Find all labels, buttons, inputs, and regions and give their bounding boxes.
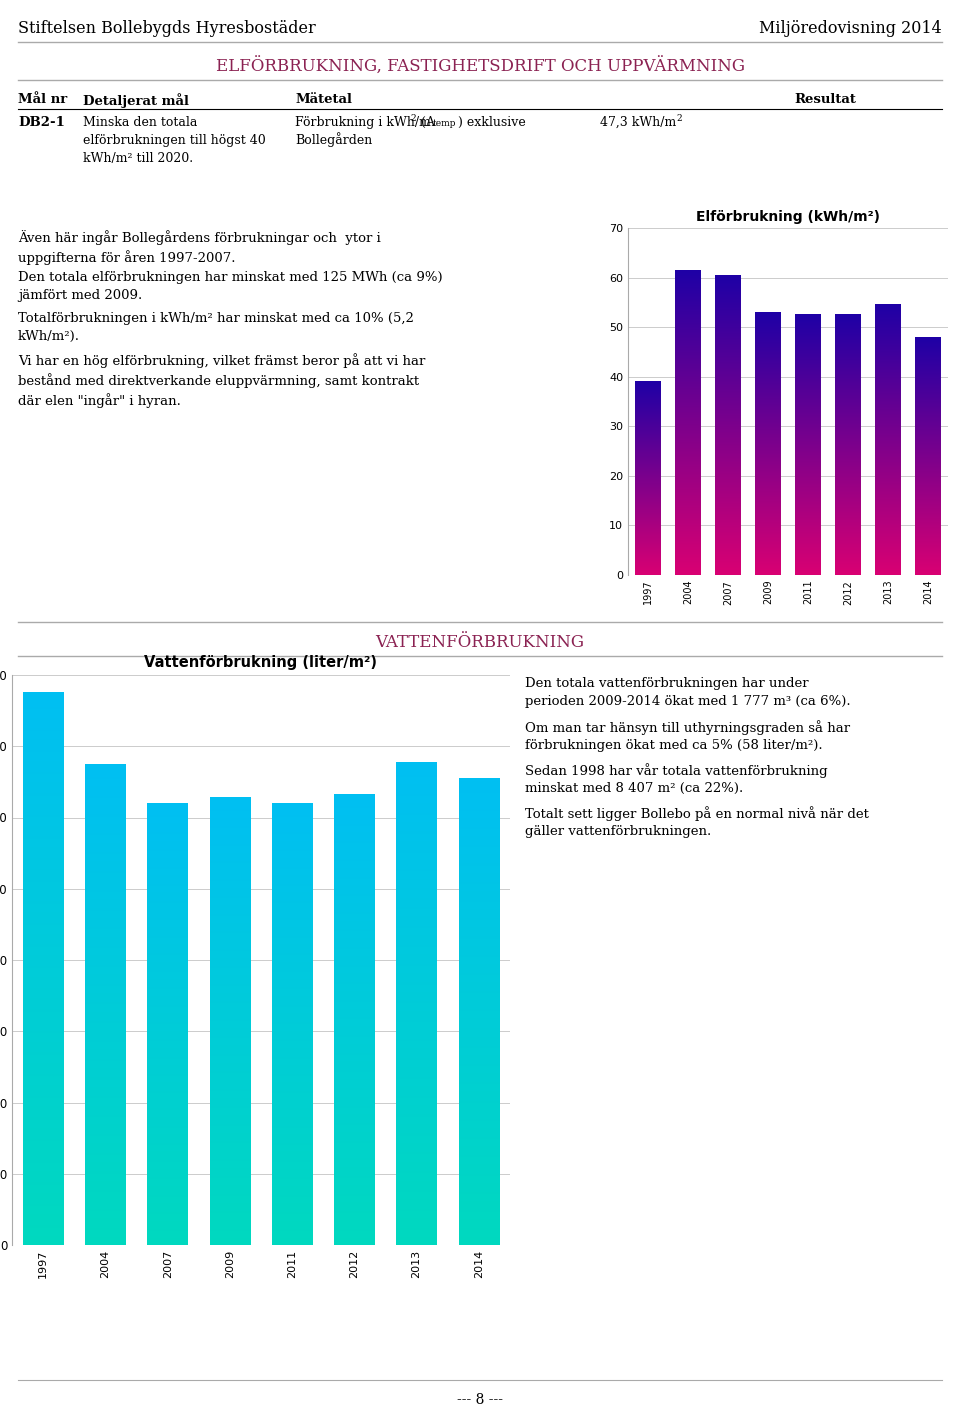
Text: Totalt sett ligger Bollebo på en normal nivå när det
gäller vattenförbrukningen.: Totalt sett ligger Bollebo på en normal … [525,806,869,839]
Text: Minska den totala
elförbrukningen till högst 40
kWh/m² till 2020.: Minska den totala elförbrukningen till h… [83,116,266,166]
Text: Detaljerat mål: Detaljerat mål [83,93,189,108]
Text: --- 8 ---: --- 8 --- [457,1393,503,1407]
Text: 47,3 kWh/m: 47,3 kWh/m [600,116,676,128]
Title: Elförbrukning (kWh/m²): Elförbrukning (kWh/m²) [696,210,880,224]
Text: Bollegården: Bollegården [295,133,372,147]
Text: DB2-1: DB2-1 [18,116,65,128]
Text: temp: temp [433,118,457,128]
Text: Sedan 1998 har vår totala vattenförbrukning
minskat med 8 407 m² (ca 22%).: Sedan 1998 har vår totala vattenförbrukn… [525,763,828,795]
Text: (A: (A [417,116,435,128]
Text: VATTENFÖRBRUKNING: VATTENFÖRBRUKNING [375,634,585,651]
Text: Även här ingår Bollegårdens förbrukningar och  ytor i
uppgifterna för åren 1997-: Även här ingår Bollegårdens förbrukninga… [18,230,381,265]
Text: Om man tar hänsyn till uthyrningsgraden så har
förbrukningen ökat med ca 5% (58 : Om man tar hänsyn till uthyrningsgraden … [525,721,851,752]
Text: Mätetal: Mätetal [295,93,352,106]
Text: Den totala elförbrukningen har minskat med 125 MWh (ca 9%)
jämfört med 2009.: Den totala elförbrukningen har minskat m… [18,271,443,301]
Text: Förbrukning i kWh/m: Förbrukning i kWh/m [295,116,431,128]
Text: Vi har en hög elförbrukning, vilket främst beror på att vi har
bestånd med direk: Vi har en hög elförbrukning, vilket främ… [18,352,425,408]
Text: ) exklusive: ) exklusive [458,116,526,128]
Text: Den totala vattenförbrukningen har under
perioden 2009-2014 ökat med 1 777 m³ (c: Den totala vattenförbrukningen har under… [525,676,851,708]
Text: ELFÖRBRUKNING, FASTIGHETSDRIFT OCH UPPVÄRMNING: ELFÖRBRUKNING, FASTIGHETSDRIFT OCH UPPVÄ… [215,59,745,76]
Title: Vattenförbrukning (liter/m²): Vattenförbrukning (liter/m²) [145,655,377,669]
Text: 2: 2 [410,114,416,123]
Text: Totalförbrukningen i kWh/m² har minskat med ca 10% (5,2
kWh/m²).: Totalförbrukningen i kWh/m² har minskat … [18,313,414,342]
Text: Mål nr: Mål nr [18,93,67,106]
Text: Resultat: Resultat [794,93,856,106]
Text: 2: 2 [676,114,682,123]
Text: Miljöredovisning 2014: Miljöredovisning 2014 [759,20,942,37]
Text: Stiftelsen Bollebygds Hyresbostäder: Stiftelsen Bollebygds Hyresbostäder [18,20,316,37]
